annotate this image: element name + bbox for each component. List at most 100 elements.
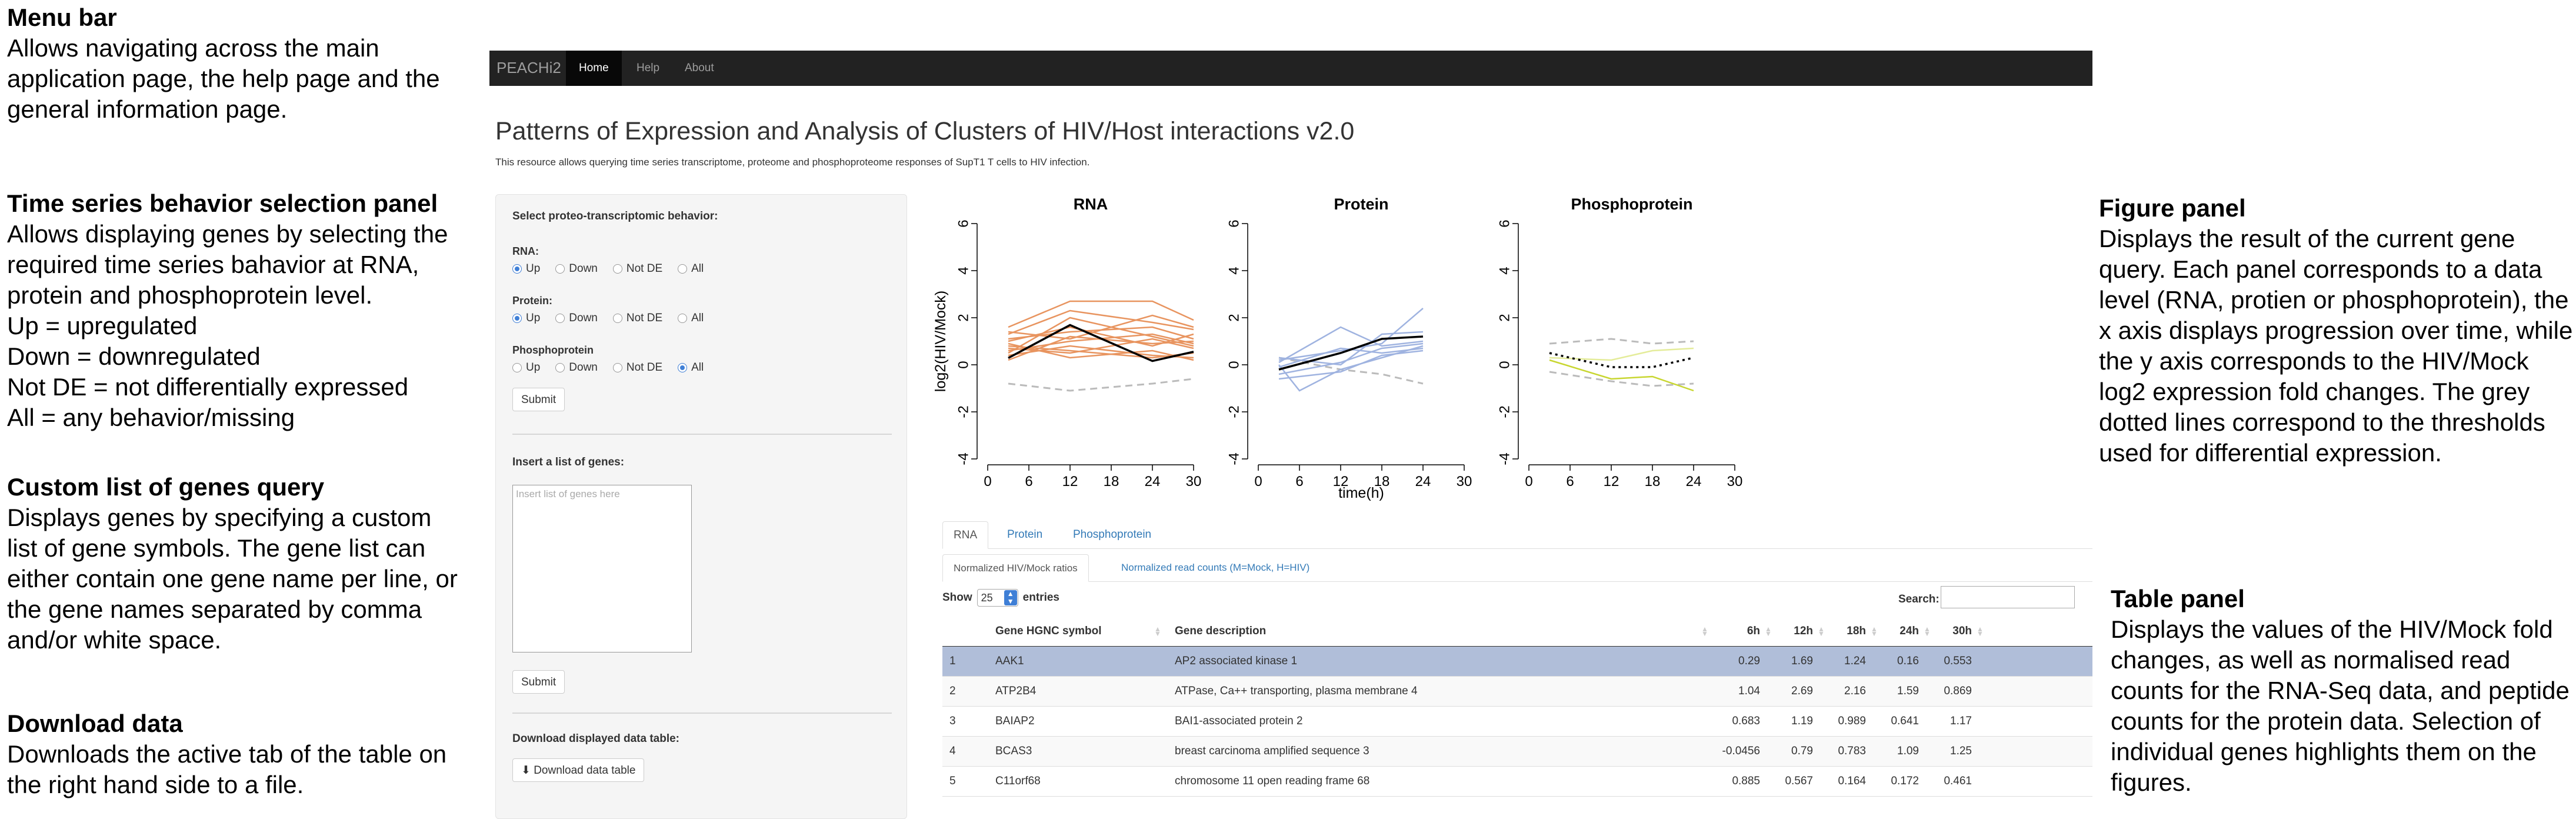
series-line — [1008, 300, 1194, 328]
x-tick-label: 24 — [1415, 474, 1431, 490]
annotation-line: Up = upregulated — [7, 312, 198, 339]
sort-icon: ▲ ▼ — [1701, 625, 1708, 638]
x-tick-label: 6 — [1025, 474, 1032, 490]
table-cell: -0.0456 — [1722, 745, 1760, 757]
y-tick-label: 6 — [1226, 219, 1242, 227]
radio-checked-icon[interactable] — [512, 264, 522, 274]
nav-home[interactable]: Home — [566, 51, 622, 86]
table-cell: 1.09 — [1897, 745, 1919, 757]
chart-title: RNA — [1074, 195, 1108, 213]
x-tick-label: 30 — [1727, 474, 1743, 490]
phospho-option-down[interactable]: Down — [555, 361, 598, 374]
radio-checked-icon[interactable] — [678, 363, 688, 372]
threshold-line — [1549, 338, 1694, 345]
tab-protein[interactable]: Protein — [1007, 528, 1043, 541]
entries-select[interactable]: 25 ▲ ▼ — [977, 589, 1018, 607]
x-tick-label: 18 — [1104, 474, 1119, 490]
col-24h[interactable]: 24h — [1899, 625, 1919, 637]
navbar: PEACHi2 Home Help About — [489, 51, 2092, 86]
x-tick-label: 0 — [984, 474, 991, 490]
y-tick-label: -4 — [1497, 452, 1512, 465]
col-30h[interactable]: 30h — [1952, 625, 1972, 637]
submit-behavior-button[interactable]: Submit — [512, 388, 565, 411]
radio-icon[interactable] — [612, 264, 622, 274]
annotation-line: Allows displaying genes by selecting the — [7, 220, 448, 248]
y-tick-label: 4 — [955, 267, 971, 274]
highlighted-series-line — [1008, 324, 1194, 362]
radio-icon[interactable] — [555, 363, 565, 372]
radio-icon[interactable] — [612, 363, 622, 372]
tab-ratios[interactable]: Normalized HIV/Mock ratios — [942, 554, 1089, 582]
phospho-group-label: Phosphoprotein — [512, 344, 594, 356]
table-cell: 1.24 — [1844, 655, 1866, 667]
highlighted-series-line — [1278, 335, 1424, 371]
annotation-title: Menu bar — [7, 4, 117, 31]
phospho-option-up[interactable]: Up — [512, 361, 540, 374]
col-6h[interactable]: 6h — [1747, 625, 1760, 637]
sort-icon: ▲ ▼ — [1924, 625, 1931, 638]
table-cell: chromosome 11 open reading frame 68 — [1175, 775, 1370, 787]
annotation-title: Figure panel — [2099, 194, 2246, 222]
table-row[interactable]: 4 BCAS3 breast carcinoma amplified sequenc… — [942, 737, 2092, 767]
table-row[interactable]: 5 C11orf68 chromosome 11 open reading fram… — [942, 767, 2092, 797]
x-tick-label: 24 — [1145, 474, 1161, 490]
time-series-annotation: Time series behavior selection panel All… — [7, 188, 448, 433]
chart-plot-group: 0 6 12 18 24 30 6 4 2 0 -2 -4 Protein time(h) — [1226, 195, 1472, 501]
radio-icon[interactable] — [555, 314, 565, 323]
select-arrow-icon: ▲ ▼ — [1004, 590, 1017, 605]
custom-list-annotation: Custom list of genes query Displays gene… — [7, 472, 458, 655]
col-gene-description[interactable]: Gene description — [1175, 625, 1267, 637]
rna-group-label: RNA: — [512, 245, 539, 257]
tab-phosphoprotein[interactable]: Phosphoprotein — [1073, 528, 1152, 541]
page-title: Patterns of Expression and Analysis of C… — [495, 117, 1355, 145]
annotation-line: changes, as well as normalised read — [2111, 646, 2511, 674]
sidebar-panel: Select proteo-transcriptomic behavior: R… — [495, 194, 907, 819]
x-tick-label: 18 — [1645, 474, 1661, 490]
nav-help[interactable]: Help — [636, 62, 660, 74]
rna-option-all[interactable]: All — [678, 262, 704, 275]
protein-option-up[interactable]: Up — [512, 312, 540, 325]
nav-about[interactable]: About — [685, 62, 714, 74]
annotation-line: Downloads the active tab of the table on — [7, 740, 447, 768]
phospho-option-notde[interactable]: Not DE — [612, 361, 662, 374]
table-row[interactable]: 2 ATP2B4 ATPase, Ca++ transporting, plasma… — [942, 677, 2092, 707]
tab-read-counts[interactable]: Normalized read counts (M=Mock, H=HIV) — [1121, 562, 1310, 573]
col-gene-symbol[interactable]: Gene HGNC symbol — [995, 625, 1102, 637]
search-label: Search: — [1898, 593, 1940, 605]
table-cell: 0.989 — [1838, 715, 1866, 727]
submit-genes-button[interactable]: Submit — [512, 670, 565, 694]
table-cell: 1.25 — [1950, 745, 1972, 757]
radio-icon[interactable] — [555, 264, 565, 274]
gene-list-textarea[interactable] — [512, 485, 692, 652]
protein-option-down[interactable]: Down — [555, 312, 598, 325]
col-18h[interactable]: 18h — [1847, 625, 1866, 637]
table-row[interactable]: 1 AAK1 AP2 associated kinase 1 0.29 1.69 1.24… — [942, 647, 2092, 677]
protein-option-all[interactable]: All — [678, 312, 704, 325]
rna-option-down[interactable]: Down — [555, 262, 598, 275]
search-input[interactable] — [1941, 586, 2075, 608]
table-cell: 0.461 — [1944, 775, 1972, 787]
annotation-title: Download data — [7, 710, 183, 737]
x-tick-label: 30 — [1186, 474, 1202, 490]
rna-option-up[interactable]: Up — [512, 262, 540, 275]
phospho-option-all[interactable]: All — [678, 361, 704, 374]
tab-rna[interactable]: RNA — [942, 521, 989, 549]
annotation-line: Allows navigating across the main — [7, 34, 379, 62]
divider — [512, 713, 892, 714]
radio-checked-icon[interactable] — [512, 314, 522, 323]
download-button[interactable]: ⬇ Download data table — [512, 758, 645, 782]
annotation-line: query. Each panel corresponds to a data — [2099, 255, 2542, 283]
protein-chart: 0 6 12 18 24 30 6 4 2 0 -2 -4 Protein time(h) — [1226, 195, 1472, 501]
protein-option-notde[interactable]: Not DE — [612, 312, 662, 325]
navbar-brand[interactable]: PEACHi2 — [496, 59, 561, 76]
table-row[interactable]: 3 BAIAP2 BAI1-associated protein 2 0.683 1.1… — [942, 707, 2092, 737]
table-cell: 4 — [949, 745, 956, 757]
radio-icon[interactable] — [678, 264, 688, 274]
radio-icon[interactable] — [512, 363, 522, 372]
radio-icon[interactable] — [612, 314, 622, 323]
rna-option-notde[interactable]: Not DE — [612, 262, 662, 275]
annotation-line: list of gene symbols. The gene list can — [7, 534, 426, 562]
col-12h[interactable]: 12h — [1794, 625, 1813, 637]
x-tick-label: 12 — [1333, 474, 1349, 490]
radio-icon[interactable] — [678, 314, 688, 323]
